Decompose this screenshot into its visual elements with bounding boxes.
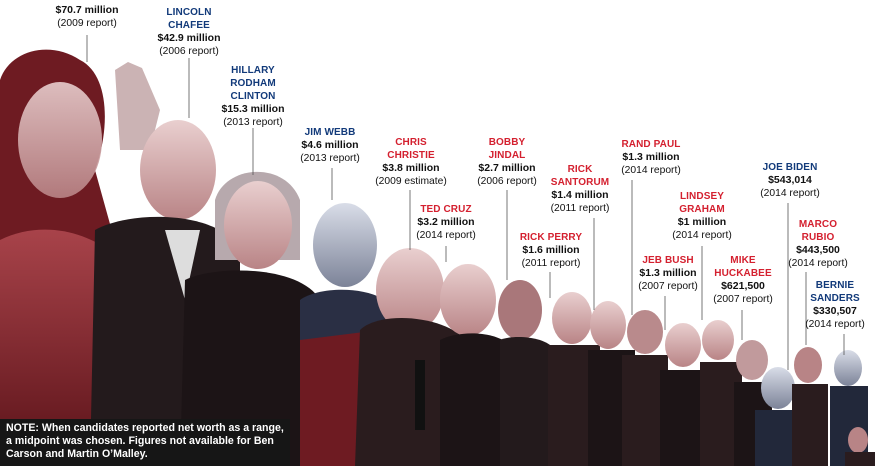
report-year: (2014 report) (672, 230, 732, 241)
amount: $1.3 million (622, 151, 680, 163)
label-webb: JIM WEBB $4.6 million (2013 report) (275, 126, 385, 165)
label-paul: RAND PAUL $1.3 million (2014 report) (598, 138, 704, 177)
amount: $3.8 million (382, 162, 440, 174)
candidate-name: LINDSEY GRAHAM (679, 191, 725, 215)
portrait-paul (622, 310, 668, 466)
candidate-name: JEB BUSH (642, 255, 694, 266)
candidate-name: MARCO RUBIO (798, 219, 838, 243)
amount: $42.9 million (157, 32, 221, 44)
label-rubio: MARCO RUBIO $443,500 (2014 report) (765, 218, 871, 270)
portrait-jindal (498, 280, 555, 466)
report-year: (2006 report) (159, 46, 219, 57)
amount: $70.7 million (55, 4, 119, 16)
portrait-front-figure (845, 427, 875, 466)
label-sanders: BERNIE SANDERS $330,507 (2014 report) (792, 279, 878, 331)
amount: $2.7 million (478, 162, 536, 174)
leader-lines (86, 35, 845, 370)
candidate-name: LINCOLN CHAFEE (166, 7, 212, 31)
report-year: (2014 report) (416, 230, 476, 241)
candidate-name: JOE BIDEN (762, 162, 818, 173)
candidate-name: MIKE HUCKABEE (714, 255, 772, 279)
report-year: (2007 report) (638, 281, 698, 292)
report-year: (2014 report) (805, 319, 865, 330)
report-year: (2011 report) (550, 203, 610, 214)
report-year: (2007 report) (713, 294, 773, 305)
label-christie: CHRIS CHRISTIE $3.8 million (2009 estima… (358, 136, 464, 188)
amount: $1 million (677, 216, 727, 228)
label-perry: RICK PERRY $1.6 million (2011 report) (498, 231, 604, 270)
footnote-text: NOTE: When candidates reported net worth… (6, 422, 284, 460)
amount: $330,507 (813, 305, 857, 317)
amount: $1.4 million (551, 189, 609, 201)
label-biden: JOE BIDEN $543,014 (2014 report) (737, 161, 843, 200)
label-chafee: LINCOLN CHAFEE $42.9 million (2006 repor… (134, 6, 244, 58)
report-year: (2014 report) (621, 165, 681, 176)
label-santorum: RICK SANTORUM $1.4 million (2011 report) (528, 163, 632, 215)
candidate-name: JIM WEBB (304, 127, 356, 138)
amount: $4.6 million (301, 139, 359, 151)
amount: $1.6 million (522, 244, 580, 256)
portrait-perry (548, 292, 600, 466)
candidate-name: BERNIE SANDERS (810, 280, 860, 304)
footnote-box: NOTE: When candidates reported net worth… (0, 419, 290, 466)
portrait-cruz (440, 264, 515, 466)
label-bush: JEB BUSH $1.3 million (2007 report) (615, 254, 721, 293)
candidate-name: RAND PAUL (621, 139, 681, 150)
report-year: (2009 estimate) (375, 176, 447, 187)
amount: $621,500 (721, 280, 765, 292)
report-year: (2011 report) (521, 258, 581, 269)
candidate-name: TED CRUZ (420, 204, 472, 215)
label-clinton: HILLARY RODHAM CLINTON $15.3 million (20… (198, 64, 308, 129)
amount: $443,500 (796, 244, 840, 256)
label-huckabee: MIKE HUCKABEE $621,500 (2007 report) (690, 254, 796, 306)
report-year: (2013 report) (223, 117, 283, 128)
candidate-name: BOBBY JINDAL (488, 137, 526, 161)
portrait-clinton (180, 171, 320, 466)
report-year: (2014 report) (788, 258, 848, 269)
amount: $543,014 (768, 174, 812, 186)
portrait-fiorina (0, 49, 125, 466)
label-graham: LINDSEY GRAHAM $1 million (2014 report) (649, 190, 755, 242)
candidate-name: RICK PERRY (519, 232, 583, 243)
amount: $15.3 million (221, 103, 285, 115)
candidate-name: RICK SANTORUM (550, 164, 610, 188)
report-year: (2009 report) (57, 18, 117, 29)
amount: $1.3 million (639, 267, 697, 279)
report-year: (2014 report) (760, 188, 820, 199)
candidate-name: CHRIS CHRISTIE (387, 137, 435, 161)
report-year: (2013 report) (300, 153, 360, 164)
label-jindal: BOBBY JINDAL $2.7 million (2006 report) (454, 136, 560, 188)
label-fiorina: $70.7 million (2009 report) (32, 4, 142, 30)
amount: $3.2 million (417, 216, 475, 228)
candidate-name: HILLARY RODHAM CLINTON (230, 65, 276, 102)
portrait-bush (660, 323, 710, 466)
portrait-graham (700, 320, 742, 466)
portrait-rubio (792, 347, 828, 466)
label-cruz: TED CRUZ $3.2 million (2014 report) (393, 203, 499, 242)
report-year: (2006 report) (477, 176, 537, 187)
